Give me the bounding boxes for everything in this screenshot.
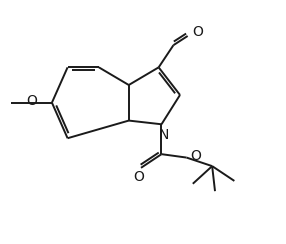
Text: O: O: [190, 149, 201, 163]
Text: O: O: [133, 170, 144, 183]
Text: O: O: [192, 25, 203, 39]
Text: N: N: [159, 128, 169, 142]
Text: O: O: [26, 94, 37, 108]
